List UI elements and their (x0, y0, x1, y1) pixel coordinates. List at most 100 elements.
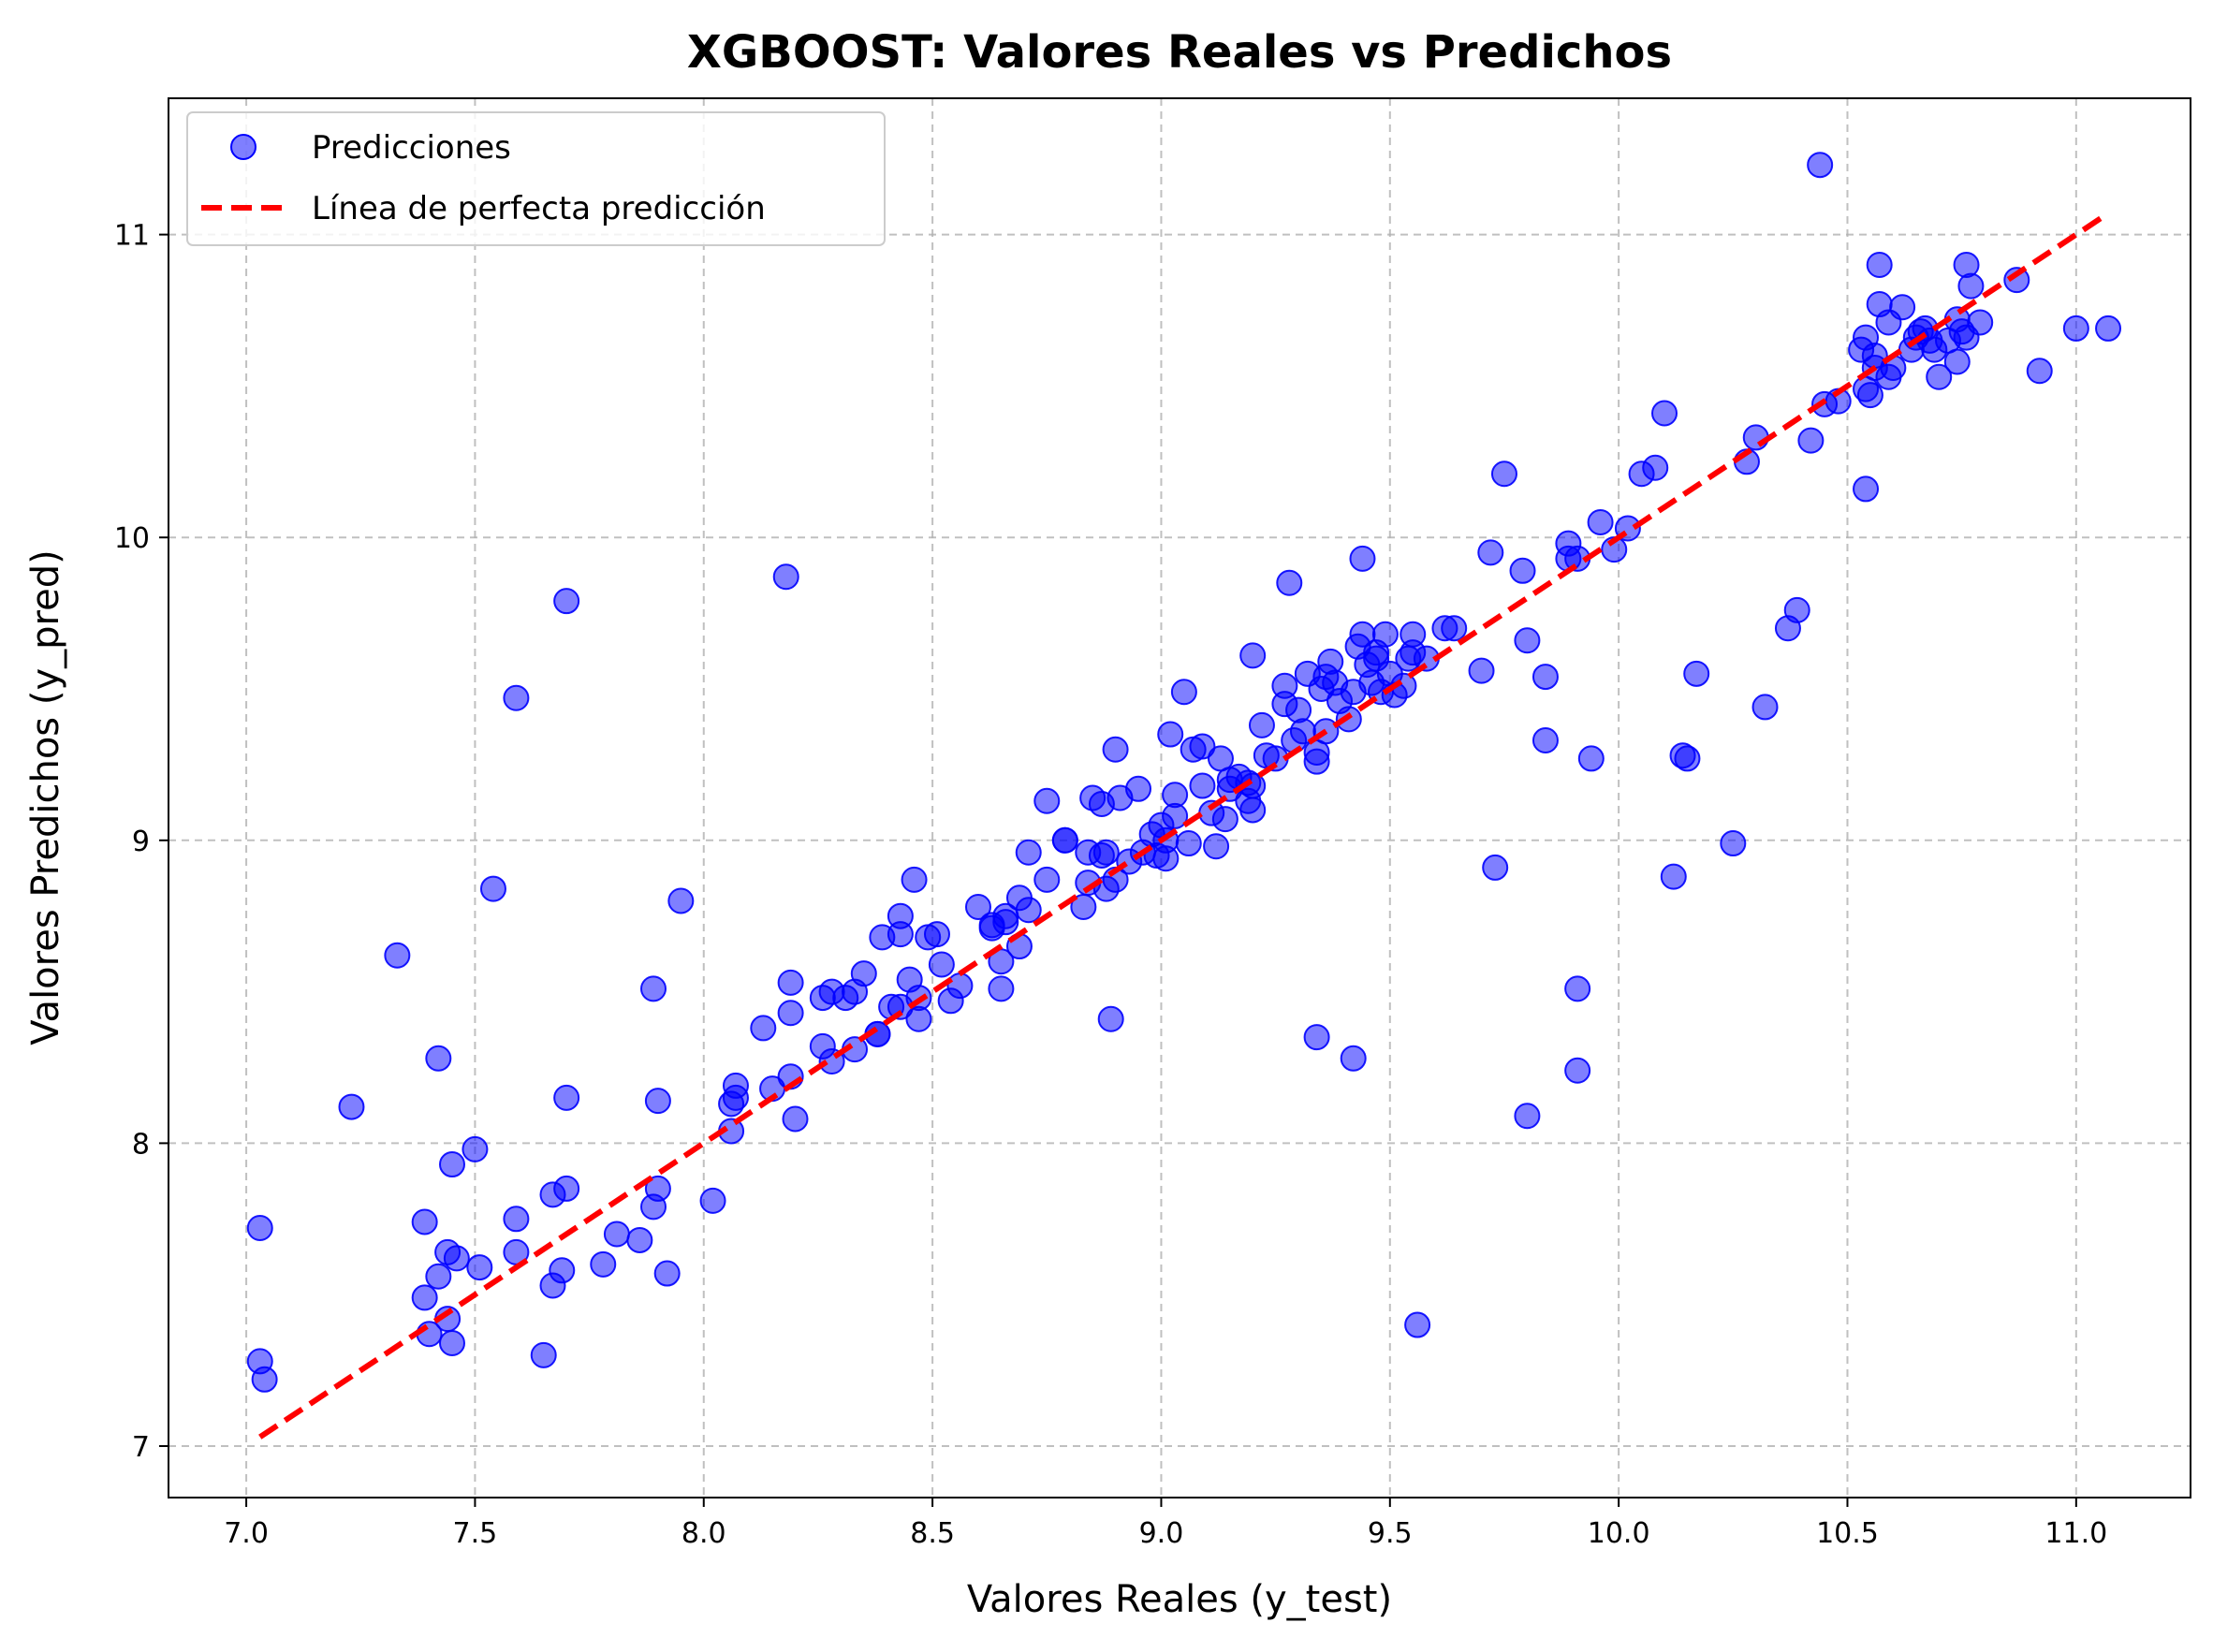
data-point (1514, 1103, 1541, 1130)
data-point (1400, 621, 1427, 648)
data-point (466, 1254, 493, 1281)
data-point (928, 951, 955, 978)
data-point (1162, 782, 1189, 809)
data-point (1751, 694, 1779, 721)
data-point (1943, 348, 1971, 375)
data-point (1189, 733, 1216, 760)
data-point (1340, 1045, 1367, 1072)
data-point (503, 1206, 530, 1233)
data-point (1577, 745, 1605, 772)
data-point (1303, 1024, 1330, 1051)
data-point (644, 1088, 671, 1115)
data-point (992, 909, 1019, 936)
data-point (1404, 1311, 1431, 1338)
data-point (1967, 309, 1994, 336)
data-point (1157, 721, 1184, 748)
data-point (590, 1250, 617, 1278)
data-point (946, 972, 974, 1000)
data-points (246, 152, 2122, 1393)
data-point (1015, 839, 1042, 866)
x-tick-label: 10.0 (1588, 1517, 1650, 1550)
data-point (1211, 806, 1238, 833)
data-point (1203, 833, 1230, 860)
data-point (2026, 358, 2053, 385)
data-point (246, 1215, 273, 1242)
data-point (411, 1284, 438, 1311)
data-point (1953, 251, 1980, 278)
data-point (750, 1015, 777, 1042)
y-tick-label: 8 (132, 1128, 150, 1161)
data-point (251, 1366, 278, 1393)
data-point (549, 1257, 576, 1284)
data-point (1797, 427, 1825, 454)
legend-box (186, 111, 886, 246)
data-point (699, 1187, 726, 1214)
data-point (1651, 400, 1678, 427)
data-point (1853, 475, 1880, 503)
data-point (1509, 557, 1536, 584)
data-point (603, 1221, 630, 1248)
data-point (772, 563, 799, 591)
data-point (777, 1000, 804, 1027)
data-point (923, 921, 950, 948)
data-point (1285, 696, 1312, 724)
data-point (653, 1260, 681, 1287)
data-point (553, 1175, 580, 1202)
data-point (1317, 648, 1344, 675)
data-point (479, 875, 506, 902)
data-point (667, 887, 695, 914)
x-tick-label: 10.5 (1816, 1517, 1879, 1550)
data-point (887, 921, 914, 948)
data-point (1674, 745, 1701, 772)
data-point (530, 1341, 557, 1368)
data-point (1102, 736, 1129, 763)
data-point (1564, 975, 1591, 1002)
data-point (1033, 787, 1061, 814)
data-point (1468, 657, 1495, 684)
y-tick-label: 7 (132, 1431, 150, 1464)
data-point (1033, 866, 1061, 893)
data-point (553, 1084, 580, 1111)
data-point (1303, 748, 1330, 775)
data-point (1807, 152, 1834, 179)
data-point (644, 1175, 671, 1202)
chart-title: XGBOOST: Valores Reales vs Predichos (687, 26, 1672, 79)
data-point (1532, 664, 1559, 691)
y-axis-ticks: 7 8 9 10 11 (114, 220, 169, 1464)
data-point (988, 975, 1015, 1002)
data-point (553, 588, 580, 615)
x-tick-label: 9.5 (1368, 1517, 1413, 1550)
x-axis-title: Valores Reales (y_test) (967, 1578, 1392, 1621)
data-point (1441, 615, 1468, 642)
data-point (1092, 839, 1120, 866)
data-point (626, 1226, 653, 1253)
legend-marker-predicciones (230, 134, 256, 160)
data-point (438, 1151, 465, 1178)
data-point (1276, 569, 1303, 596)
data-point (901, 866, 928, 893)
y-tick-label: 11 (114, 220, 150, 253)
data-point (782, 1105, 809, 1133)
data-point (1490, 461, 1517, 488)
data-point (1239, 797, 1267, 824)
data-point (1532, 727, 1559, 754)
data-point (1125, 775, 1152, 802)
data-point (2062, 314, 2089, 342)
data-point (425, 1263, 452, 1290)
data-point (1564, 1057, 1591, 1084)
data-point (1349, 545, 1376, 572)
data-point (443, 1245, 470, 1272)
data-point (1239, 642, 1267, 669)
data-point (2095, 314, 2122, 342)
data-point (1248, 711, 1275, 738)
data-point (1015, 897, 1042, 924)
data-point (1783, 596, 1810, 623)
data-point (1926, 363, 1953, 390)
data-point (1742, 424, 1769, 451)
data-point (425, 1045, 452, 1072)
data-point (462, 1135, 489, 1162)
perfect-prediction-line (258, 211, 2110, 1440)
x-tick-label: 8.0 (681, 1517, 726, 1550)
x-axis-ticks: 7.0 7.5 8.0 8.5 9.0 9.5 10.0 10.5 11.0 (224, 1498, 2107, 1550)
